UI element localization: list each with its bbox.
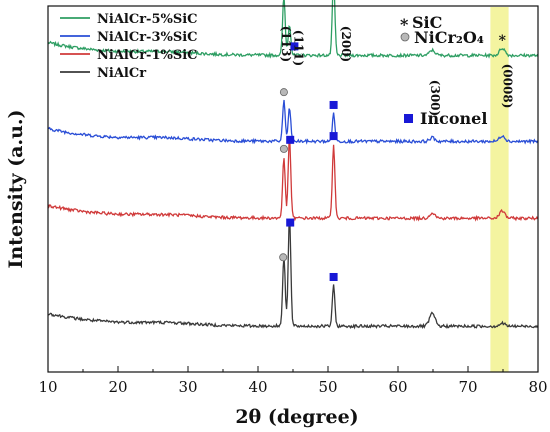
legend-label-1: NiAlCr-3%SiC: [97, 30, 198, 45]
sic-marker-2: *: [499, 33, 507, 49]
nicr2o4-marker-3: [279, 88, 288, 97]
inconel-marker-10: [329, 272, 338, 281]
x-tick-label-6: 70: [458, 378, 477, 396]
x-tick-label-1: 20: [108, 378, 127, 396]
nicr2o4-marker-5: [279, 144, 288, 153]
phase-legend-nicr2o4-label: NiCr₂O₄: [414, 28, 484, 47]
series-line-2: [47, 140, 539, 222]
legend-label-2: NiAlCr-1%SiC: [97, 48, 198, 63]
phase-legend-sic-label: SiC: [412, 13, 442, 32]
y-axis-title: Intensity (a.u.): [5, 109, 27, 268]
inconel-marker-1: [290, 42, 299, 51]
x-tick-label-0: 10: [38, 378, 57, 396]
series-line-3: [47, 220, 539, 330]
peak-label-0: (113): [279, 26, 293, 62]
x-tick-label-3: 40: [248, 378, 267, 396]
inconel-marker-6: [286, 135, 295, 144]
legend-label-0: NiAlCr-5%SiC: [97, 12, 198, 27]
x-tick-label-7: 80: [528, 378, 547, 396]
legend-label-3: NiAlCr: [97, 66, 146, 81]
peak-label-4: (0008): [501, 64, 515, 109]
nicr2o4-marker-8: [279, 253, 288, 262]
phase-legend-inconel-label: Inconel: [420, 109, 487, 128]
peak-label-3: (300): [428, 80, 442, 116]
peak-label-1: (111): [291, 30, 305, 66]
series-layer: [47, 0, 539, 330]
x-axis-title: 2θ (degree): [235, 406, 358, 428]
axis-layer: 10 20 30 40 50 60 70 80: [38, 5, 548, 396]
phase-legend-nicr2o4-icon: [400, 32, 410, 42]
highlight-band-layer: [490, 7, 509, 372]
inconel-marker-9: [286, 218, 295, 227]
series-line-0: [47, 0, 539, 59]
x-tick-label-4: 50: [318, 378, 337, 396]
peak-label-2: (200): [339, 26, 353, 62]
phase-legend-inconel-icon: [404, 114, 413, 123]
legend-layer: NiAlCr-5%SiC NiAlCr-3%SiC NiAlCr-1%SiC NiAl…: [60, 12, 198, 81]
highlight-band: [490, 7, 509, 372]
x-tick-label-5: 60: [388, 378, 407, 396]
x-tick-label-2: 30: [178, 378, 197, 396]
phase-legend-sic-icon: *: [400, 15, 409, 34]
marker-layer: *: [279, 33, 507, 281]
inconel-marker-4: [329, 100, 338, 109]
inconel-marker-7: [329, 132, 338, 141]
